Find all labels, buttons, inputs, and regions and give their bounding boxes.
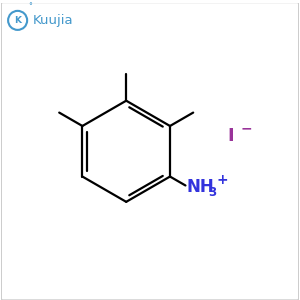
Text: +: + [216, 172, 228, 187]
Text: °: ° [28, 2, 32, 11]
Text: Kuujia: Kuujia [32, 14, 73, 27]
Text: I: I [227, 128, 234, 146]
Text: 3: 3 [208, 186, 217, 199]
Text: K: K [14, 16, 21, 25]
Text: NH: NH [187, 178, 215, 196]
Text: −: − [241, 121, 252, 135]
